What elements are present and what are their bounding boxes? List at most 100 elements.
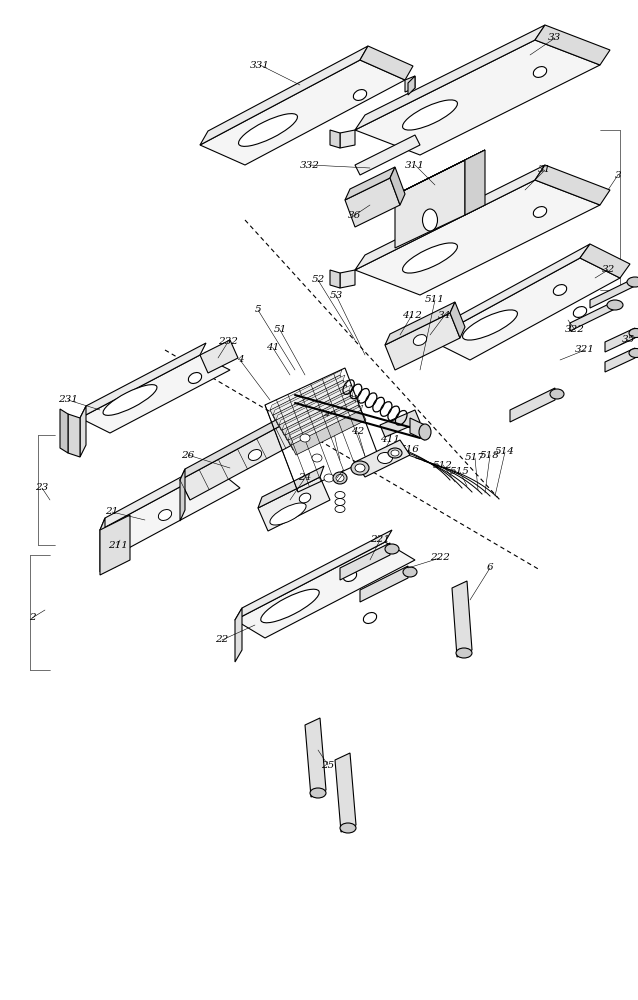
Polygon shape [405,76,415,92]
Polygon shape [180,418,305,500]
Polygon shape [535,165,610,205]
Ellipse shape [270,503,306,525]
Polygon shape [100,518,105,572]
Text: 211: 211 [108,540,128,550]
Ellipse shape [391,450,399,456]
Polygon shape [291,405,363,445]
Polygon shape [340,270,355,288]
Ellipse shape [261,589,319,623]
Text: 36: 36 [348,211,362,220]
Text: 51: 51 [273,326,286,334]
Text: 24: 24 [299,474,311,483]
Polygon shape [270,375,345,420]
Ellipse shape [463,310,517,340]
Polygon shape [235,608,242,662]
Polygon shape [235,542,415,638]
Text: 2: 2 [29,613,35,622]
Polygon shape [395,150,485,195]
Ellipse shape [629,349,638,358]
Polygon shape [465,150,485,215]
Polygon shape [200,340,238,373]
Ellipse shape [385,544,399,554]
Ellipse shape [103,385,157,415]
Ellipse shape [574,307,587,317]
Ellipse shape [553,285,567,295]
Polygon shape [385,302,455,345]
Polygon shape [235,530,392,620]
Polygon shape [355,40,600,155]
Text: 53: 53 [329,290,343,300]
Text: 511: 511 [425,296,445,304]
Polygon shape [80,355,230,433]
Text: 321: 321 [575,346,595,355]
Polygon shape [200,46,368,145]
Ellipse shape [413,335,427,345]
Polygon shape [276,380,348,420]
Polygon shape [335,753,356,832]
Text: 22: 22 [216,636,228,645]
Text: 23: 23 [35,484,48,492]
Polygon shape [605,348,635,372]
Polygon shape [258,477,330,531]
Polygon shape [100,515,130,575]
Text: 5: 5 [255,306,262,314]
Polygon shape [270,370,342,410]
Text: 517: 517 [465,454,485,462]
Ellipse shape [378,452,392,464]
Text: 221: 221 [370,536,390,544]
Polygon shape [80,343,206,418]
Polygon shape [200,60,405,165]
Polygon shape [408,76,415,95]
Text: 332: 332 [300,160,320,169]
Polygon shape [258,466,324,508]
Ellipse shape [355,464,365,472]
Text: 26: 26 [181,450,195,460]
Text: 222: 222 [430,554,450,562]
Polygon shape [80,406,86,457]
Polygon shape [355,180,600,295]
Polygon shape [282,395,357,440]
Polygon shape [395,160,465,248]
Polygon shape [450,302,465,338]
Polygon shape [360,566,408,602]
Polygon shape [100,456,220,530]
Polygon shape [355,135,420,175]
Ellipse shape [403,100,457,130]
Ellipse shape [422,209,438,231]
Polygon shape [355,440,410,477]
Text: 41: 41 [267,344,279,353]
Polygon shape [68,414,80,457]
Polygon shape [385,313,460,370]
Text: 512: 512 [433,460,453,470]
Polygon shape [430,244,590,340]
Polygon shape [288,400,360,440]
Text: 25: 25 [322,760,334,770]
Text: 52: 52 [311,275,325,284]
Text: 515: 515 [450,468,470,477]
Polygon shape [340,130,355,148]
Ellipse shape [456,648,472,658]
Polygon shape [330,130,340,148]
Text: 311: 311 [405,160,425,169]
Ellipse shape [629,328,638,338]
Ellipse shape [312,454,322,462]
Text: 4: 4 [237,356,243,364]
Text: 6: 6 [487,564,493,572]
Polygon shape [288,405,363,450]
Polygon shape [60,409,68,453]
Polygon shape [345,167,395,200]
Polygon shape [380,410,420,437]
Ellipse shape [403,567,417,577]
Ellipse shape [533,67,547,77]
Text: 331: 331 [250,60,270,70]
Polygon shape [330,270,340,288]
Ellipse shape [324,474,334,482]
Text: 21: 21 [105,508,119,516]
Ellipse shape [343,571,357,581]
Polygon shape [273,380,348,425]
Ellipse shape [533,207,547,217]
Polygon shape [279,390,354,435]
Ellipse shape [388,448,402,458]
Ellipse shape [248,450,262,460]
Polygon shape [535,25,610,65]
